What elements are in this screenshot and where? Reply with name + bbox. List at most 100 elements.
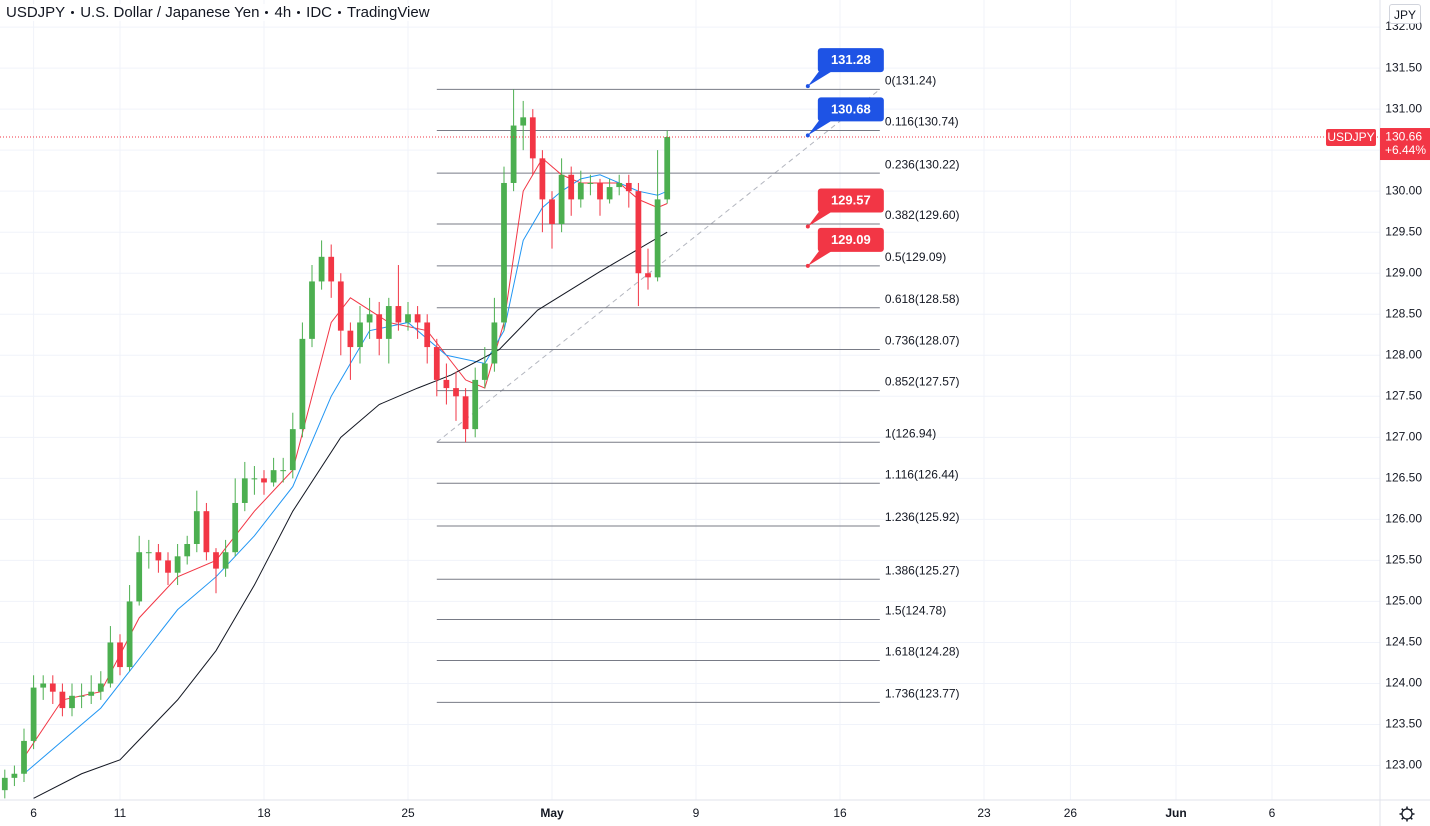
- y-tick-label: 128.00: [1385, 347, 1422, 361]
- callout-box: [817, 227, 884, 252]
- candle-body: [97, 683, 104, 692]
- candle-body: [78, 695, 85, 697]
- fib-label: 0(131.24): [885, 74, 936, 88]
- x-tick-label: 11: [114, 806, 127, 820]
- candle-body: [261, 478, 267, 483]
- candle-body: [385, 306, 392, 339]
- candle-body: [40, 683, 47, 688]
- fib-label: 0.5(129.09): [885, 250, 946, 264]
- callout-box: [817, 97, 884, 122]
- symbol-label: USDJPY: [1327, 130, 1374, 144]
- gear-tooth: [1401, 817, 1404, 820]
- x-tick-label: 6: [30, 806, 37, 820]
- candle-body: [203, 511, 210, 553]
- candle-body: [251, 478, 258, 480]
- fib-label: 1.736(123.77): [885, 687, 960, 701]
- separator: [71, 11, 75, 14]
- y-tick-label: 128.50: [1385, 306, 1422, 320]
- y-tick-label: 125.00: [1385, 594, 1422, 608]
- candle-body: [1, 777, 8, 791]
- candle-body: [405, 314, 411, 323]
- candle-body: [577, 182, 584, 200]
- fib-label: 1(126.94): [885, 426, 936, 440]
- candle-body: [616, 182, 623, 188]
- symbol-label-bg: [1326, 129, 1376, 147]
- gear-tooth: [1410, 817, 1413, 820]
- candle-body: [357, 322, 363, 348]
- y-tick-label: 126.00: [1385, 512, 1422, 526]
- candle-body: [664, 137, 671, 200]
- candle-body: [558, 174, 565, 224]
- header-part: U.S. Dollar / Japanese Yen: [80, 4, 260, 21]
- candle-body: [597, 182, 603, 200]
- candle-body: [88, 691, 95, 696]
- candle-body: [501, 182, 507, 323]
- header-part: 4h: [274, 4, 292, 21]
- candle-body: [30, 687, 37, 741]
- fib-label: 0.618(128.58): [885, 292, 960, 306]
- candle-body: [117, 642, 123, 668]
- last-price-bg: [1380, 128, 1430, 161]
- callout-pointer: [807, 70, 834, 87]
- y-tick-label: 126.50: [1385, 471, 1422, 485]
- candle-body: [395, 306, 402, 323]
- candle-body: [174, 556, 181, 573]
- last-price: 130.66: [1385, 130, 1422, 144]
- fib-label: 1.5(124.78): [885, 604, 946, 618]
- candle-body: [193, 511, 200, 544]
- callout-pointer: [807, 119, 834, 136]
- candle-body: [568, 174, 575, 200]
- y-tick-label: 123.00: [1385, 758, 1422, 772]
- callout-anchor: [805, 84, 810, 89]
- fib-label: 1.386(125.27): [885, 563, 960, 577]
- x-tick-label: 26: [1064, 806, 1078, 820]
- x-tick-label: May: [540, 806, 564, 820]
- candle-body: [318, 256, 325, 282]
- separator: [297, 11, 301, 14]
- candle-body: [222, 552, 229, 569]
- y-tick-label: 123.50: [1385, 717, 1422, 731]
- callout-box: [817, 48, 884, 73]
- y-tick-label: 125.50: [1385, 553, 1422, 567]
- callout-anchor: [805, 263, 810, 268]
- x-tick-label: Jun: [1165, 806, 1186, 820]
- fib-label: 0.852(127.57): [885, 375, 960, 389]
- callout-pointer: [807, 210, 834, 227]
- candle-body: [347, 330, 354, 348]
- gear-tooth: [1401, 808, 1404, 811]
- y-tick-label: 124.00: [1385, 676, 1422, 690]
- x-tick-label: 6: [1269, 806, 1276, 820]
- candle-body: [635, 191, 642, 274]
- y-tick-label: 129.00: [1385, 265, 1422, 279]
- header-part: USDJPY: [6, 4, 66, 21]
- callout-pointer: [807, 249, 834, 266]
- candle-body: [107, 642, 114, 684]
- candle-body: [289, 429, 296, 471]
- x-tick-label: 18: [257, 806, 271, 820]
- candle-body: [309, 281, 315, 339]
- candle-body: [232, 502, 239, 553]
- fib-label: 0.236(130.22): [885, 157, 960, 171]
- candle-body: [424, 322, 431, 348]
- callout-label: 129.57: [831, 192, 871, 207]
- candle-body: [184, 544, 191, 557]
- candle-body: [337, 281, 344, 331]
- callout-label: 130.68: [831, 101, 871, 116]
- candle-body: [376, 314, 383, 339]
- gear-ring: [1401, 808, 1413, 820]
- candle-body: [549, 199, 555, 224]
- candle-body: [165, 560, 171, 573]
- x-tick-label: 16: [833, 806, 847, 820]
- x-tick-label: 23: [977, 806, 991, 820]
- currency-dropdown[interactable]: JPY: [1389, 4, 1421, 24]
- y-tick-label: 127.50: [1385, 388, 1422, 402]
- candle-body: [625, 182, 632, 192]
- candle-body: [145, 552, 152, 554]
- moving-average: [23, 174, 668, 775]
- y-tick-label: 127.00: [1385, 430, 1422, 444]
- settings-button[interactable]: [1399, 806, 1415, 822]
- candle-body: [510, 125, 517, 183]
- y-tick-label: 131.50: [1385, 60, 1422, 74]
